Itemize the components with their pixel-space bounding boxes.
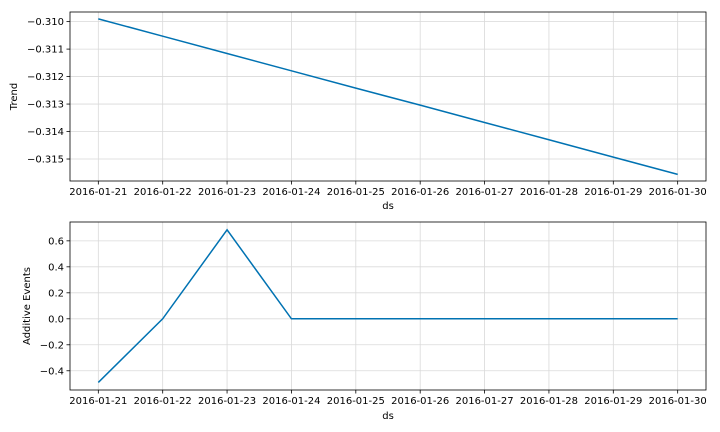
x-tick-label: 2016-01-27 [455, 187, 513, 198]
y-tick-label: −0.4 [40, 366, 64, 377]
y-tick-label: 0.6 [48, 236, 64, 247]
x-tick-label: 2016-01-29 [584, 187, 642, 198]
y-tick-label: −0.311 [27, 45, 64, 56]
x-axis-label: ds [382, 201, 394, 212]
x-tick-label: 2016-01-28 [520, 187, 578, 198]
x-tick-label: 2016-01-22 [134, 187, 192, 198]
plot-frame [69, 11, 707, 182]
x-tick-label: 2016-01-25 [327, 396, 385, 407]
x-tick-label: 2016-01-29 [584, 396, 642, 407]
x-axis-label: ds [382, 411, 394, 422]
x-tick-label: 2016-01-26 [391, 187, 449, 198]
y-tick-label: 0.0 [48, 314, 64, 325]
x-tick-label: 2016-01-25 [327, 187, 385, 198]
additive-events-panel: 2016-01-21 2016-01-22 2016-01-23 2016-01-24… [22, 221, 707, 422]
plot-frame [69, 221, 707, 391]
y-tick-label: −0.313 [27, 100, 64, 111]
x-tick-label: 2016-01-23 [198, 187, 256, 198]
y-tick-label: −0.314 [27, 127, 64, 138]
y-tick-label: −0.312 [27, 72, 64, 83]
x-tick-label: 2016-01-21 [69, 187, 127, 198]
y-tick-label: −0.2 [40, 340, 64, 351]
series-line [97, 228, 678, 383]
y-tick-label: 0.4 [48, 262, 64, 273]
x-tick-label: 2016-01-24 [262, 187, 320, 198]
trend-panel: 2016-01-21 2016-01-22 2016-01-23 2016-01-24… [9, 11, 707, 212]
y-axis-label: Trend [9, 83, 20, 111]
x-tick-label: 2016-01-26 [391, 396, 449, 407]
x-tick-label: 2016-01-27 [455, 396, 513, 407]
y-tick-label: −0.310 [27, 17, 64, 28]
series-line [98, 18, 678, 176]
y-tick-label: 0.2 [48, 288, 64, 299]
y-tick-label: −0.315 [27, 155, 64, 166]
x-tick-label: 2016-01-22 [134, 396, 192, 407]
x-tick-label: 2016-01-30 [649, 396, 707, 407]
x-tick-label: 2016-01-23 [198, 396, 256, 407]
x-tick-label: 2016-01-21 [69, 396, 127, 407]
y-axis-label: Additive Events [22, 267, 33, 345]
x-tick-label: 2016-01-24 [262, 396, 320, 407]
x-tick-label: 2016-01-30 [649, 187, 707, 198]
x-tick-label: 2016-01-28 [520, 396, 578, 407]
